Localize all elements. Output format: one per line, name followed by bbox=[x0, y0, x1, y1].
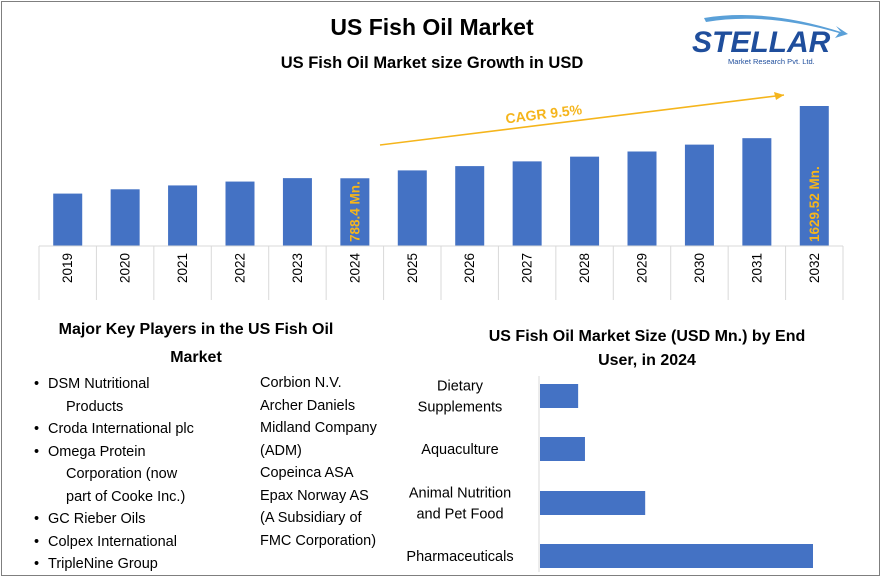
x-tick-label: 2019 bbox=[60, 253, 75, 283]
category-label: and Pet Food bbox=[416, 507, 503, 523]
growth-tick-labels: 2019 2020 2021 2022 2023 2024 2025 2026 2027 2028… bbox=[60, 253, 822, 284]
player-item: • GC Rieber Oils bbox=[32, 508, 242, 531]
bar-end-user bbox=[540, 384, 579, 408]
x-tick-label: 2022 bbox=[233, 253, 248, 283]
logo-wordmark: STELLAR bbox=[692, 26, 831, 59]
player-item: Midland Company bbox=[260, 420, 377, 436]
player-item: Corbion N.V. bbox=[260, 375, 342, 391]
bar-2030 bbox=[684, 144, 714, 246]
page-title: US Fish Oil Market bbox=[330, 14, 534, 40]
bar-end-user bbox=[540, 437, 585, 461]
end-user-bar-chart: Dietary Supplements Aquaculture Animal Nutr… bbox=[406, 376, 813, 572]
chart-subtitle: US Fish Oil Market size Growth in USD bbox=[280, 54, 584, 72]
growth-bar-chart: 2019 2020 2021 2022 2023 2024 2025 2026 2027 2028… bbox=[38, 92, 844, 300]
player-name-continued: part of Cooke Inc.) bbox=[66, 488, 186, 505]
player-item: • Omega Protein Corporation (now part of Co… bbox=[32, 441, 242, 509]
stellar-logo: STELLAR Market Research Pvt. Ltd. bbox=[692, 15, 848, 66]
x-tick-label: 2020 bbox=[118, 253, 133, 283]
x-tick-label: 2025 bbox=[405, 253, 420, 283]
player-item: Copeinca ASA bbox=[260, 465, 354, 481]
bar-end-user bbox=[540, 544, 813, 568]
x-tick-label: 2031 bbox=[749, 253, 764, 283]
bar-2022 bbox=[225, 181, 255, 246]
cagr-label: CAGR 9.5% bbox=[504, 101, 583, 126]
bullet-icon: • bbox=[34, 533, 40, 550]
end-user-title-line2: User, in 2024 bbox=[598, 352, 696, 369]
category-label: Animal Nutrition bbox=[409, 486, 511, 502]
player-item: Archer Daniels bbox=[260, 397, 356, 414]
player-item: Epax Norway AS bbox=[260, 487, 369, 504]
category-label: Pharmaceuticals bbox=[406, 549, 513, 565]
end-user-category-labels: Dietary Supplements Aquaculture Animal Nutr… bbox=[406, 379, 513, 566]
player-name-continued: Corporation (now bbox=[66, 466, 178, 482]
bar-2021 bbox=[168, 185, 198, 246]
cagr-arrowhead bbox=[774, 92, 784, 100]
player-item: • DSM Nutritional Products bbox=[32, 373, 242, 418]
category-label: Supplements bbox=[418, 400, 503, 416]
bullet-icon: • bbox=[34, 511, 40, 527]
bar-2024 bbox=[340, 178, 370, 246]
bar-end-user bbox=[540, 491, 646, 515]
bar-2028 bbox=[570, 156, 600, 246]
category-label: Aquaculture bbox=[421, 442, 498, 458]
growth-bars bbox=[53, 106, 829, 246]
player-item: (A Subsidiary of bbox=[260, 510, 362, 526]
players-heading-line2: Market bbox=[170, 349, 222, 366]
x-tick-label: 2021 bbox=[175, 253, 190, 283]
data-label-2024: 788.4 Mn. bbox=[347, 181, 362, 242]
player-name: Colpex International bbox=[48, 533, 177, 550]
category-label: Dietary bbox=[437, 379, 484, 395]
x-tick-label: 2030 bbox=[692, 253, 707, 283]
player-name: Omega Protein bbox=[48, 443, 146, 460]
x-tick-label: 2027 bbox=[520, 253, 535, 283]
player-item: • TripleNine Group bbox=[32, 553, 242, 576]
players-heading-line1: Major Key Players in the US Fish Oil bbox=[58, 321, 334, 338]
cagr-arrow bbox=[379, 94, 785, 146]
player-name: GC Rieber Oils bbox=[48, 511, 146, 527]
bullet-icon: • bbox=[34, 421, 40, 437]
player-name: DSM Nutritional bbox=[48, 376, 150, 392]
player-name: TripleNine Group bbox=[48, 556, 158, 572]
player-name: Croda International plc bbox=[48, 421, 194, 437]
x-tick-label: 2028 bbox=[577, 253, 592, 283]
bar-2027 bbox=[512, 161, 542, 246]
bar-2019 bbox=[53, 193, 83, 246]
bullet-icon: • bbox=[34, 556, 40, 572]
player-item: FMC Corporation) bbox=[260, 532, 377, 549]
x-tick-label: 2024 bbox=[347, 253, 362, 284]
bar-2020 bbox=[110, 189, 140, 246]
end-user-bars bbox=[540, 384, 813, 568]
players-list-right: Corbion N.V. Archer Daniels Midland Compan… bbox=[260, 372, 410, 552]
player-item: • Croda International plc bbox=[32, 418, 242, 441]
logo-tagline: Market Research Pvt. Ltd. bbox=[728, 57, 815, 66]
x-tick-label: 2029 bbox=[635, 253, 650, 283]
bar-2031 bbox=[742, 138, 772, 246]
bar-2026 bbox=[455, 166, 485, 246]
bullet-icon: • bbox=[34, 443, 40, 460]
bar-2032 bbox=[799, 106, 829, 246]
data-label-2032: 1629.52 Mn. bbox=[807, 166, 822, 242]
player-item: • Colpex International bbox=[32, 531, 242, 554]
x-tick-label: 2032 bbox=[807, 253, 822, 283]
growth-x-axis bbox=[38, 245, 844, 300]
growth-data-labels: 788.4 Mn. 1629.52 Mn. bbox=[347, 166, 821, 242]
bar-2023 bbox=[282, 178, 312, 246]
end-user-title-line1: US Fish Oil Market Size (USD Mn.) by End bbox=[488, 328, 806, 345]
player-item: (ADM) bbox=[260, 442, 302, 459]
x-tick-label: 2026 bbox=[462, 253, 477, 283]
players-list-left: • DSM Nutritional Products • Croda Internati… bbox=[32, 373, 242, 576]
bullet-icon: • bbox=[34, 376, 40, 392]
cagr-annotation: CAGR 9.5% bbox=[379, 92, 785, 146]
x-tick-label: 2023 bbox=[290, 253, 305, 283]
bar-2025 bbox=[397, 170, 427, 246]
swoosh-arrow-icon bbox=[704, 15, 848, 39]
bar-2029 bbox=[627, 151, 657, 246]
player-name-continued: Products bbox=[66, 398, 124, 415]
